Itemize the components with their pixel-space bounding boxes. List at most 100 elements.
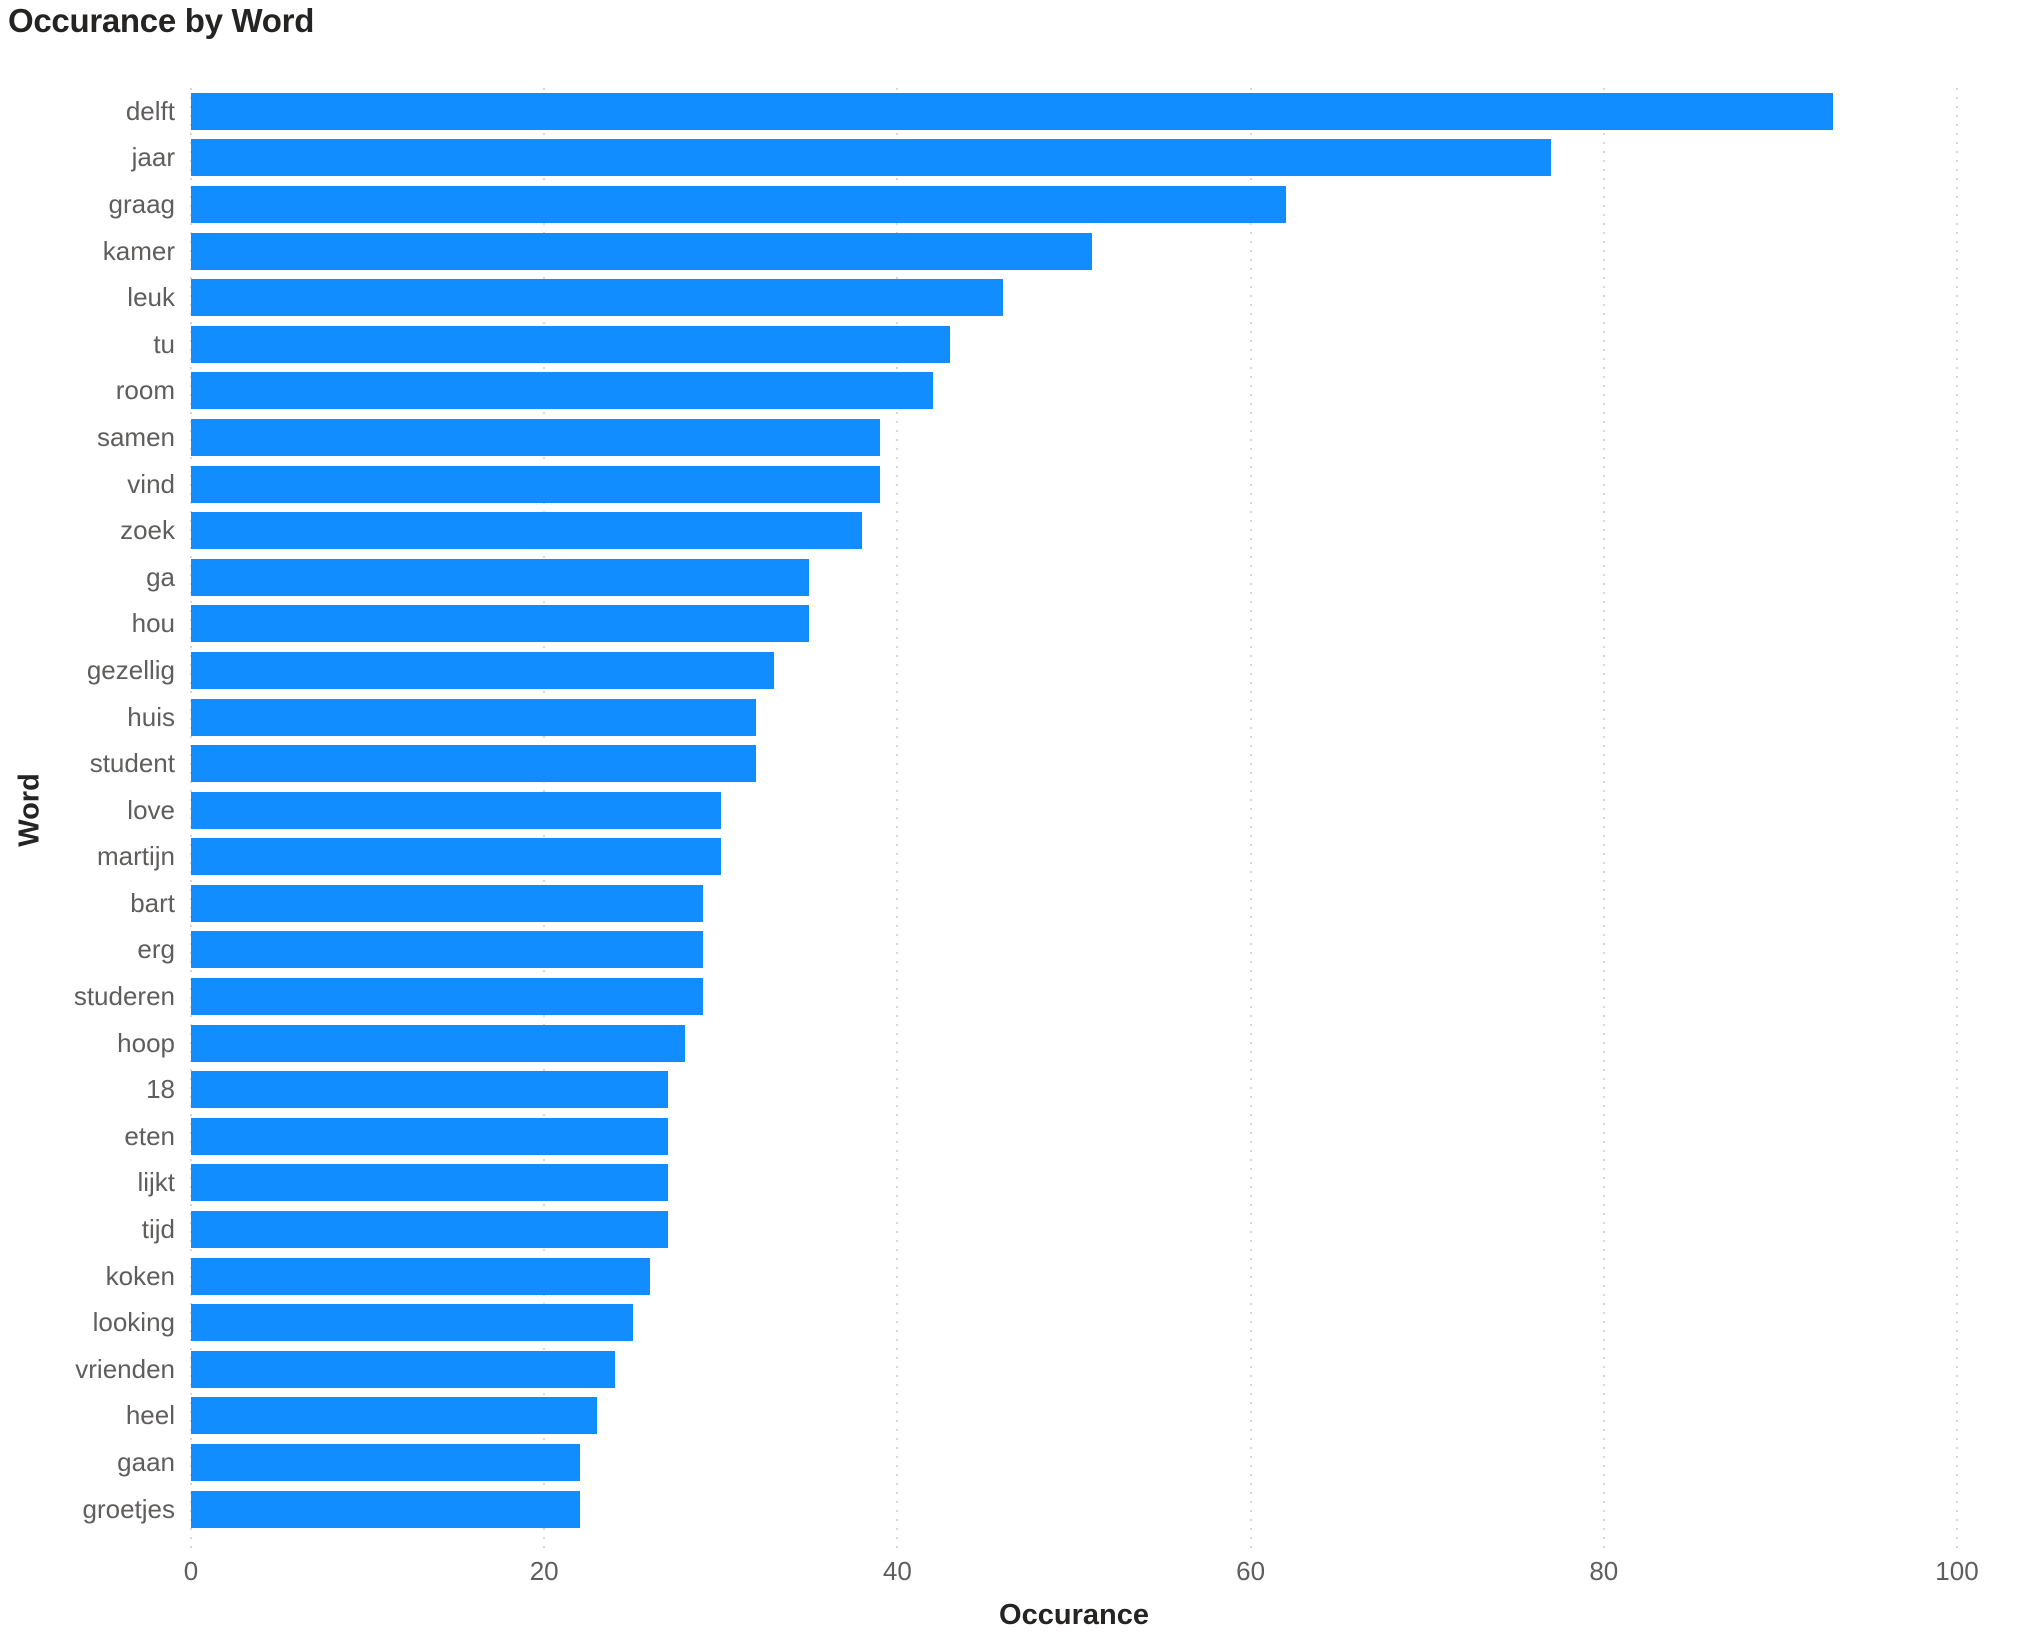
bars-container <box>191 88 1957 1533</box>
bar-row-vind <box>191 461 1957 508</box>
bar-row-delft <box>191 88 1957 135</box>
bar-lijkt[interactable] <box>191 1164 668 1202</box>
bar-row-koken <box>191 1253 1957 1300</box>
category-label-looking: looking <box>92 1307 175 1338</box>
bar-row-groetjes <box>191 1486 1957 1533</box>
bar-martijn[interactable] <box>191 838 721 876</box>
bar-row-hou <box>191 601 1957 648</box>
bar-heel[interactable] <box>191 1397 598 1435</box>
bar-kamer[interactable] <box>191 232 1092 270</box>
bar-ga[interactable] <box>191 558 810 596</box>
category-label-lijkt: lijkt <box>137 1167 175 1198</box>
category-label-heel: heel <box>125 1400 175 1431</box>
category-label-room: room <box>115 375 175 406</box>
bar-row-huis <box>191 694 1957 741</box>
bar-row-lijkt <box>191 1160 1957 1207</box>
bar-row-martijn <box>191 834 1957 881</box>
category-label-hou: hou <box>131 608 175 639</box>
category-label-koken: koken <box>105 1260 175 1291</box>
bar-samen[interactable] <box>191 418 880 456</box>
category-label-martijn: martijn <box>96 841 175 872</box>
plot-area <box>190 88 1958 1550</box>
category-label-18: 18 <box>146 1074 175 1105</box>
x-tick-label-80: 80 <box>1589 1556 1619 1586</box>
bar-row-tijd <box>191 1206 1957 1253</box>
category-label-tu: tu <box>153 328 175 359</box>
bar-student[interactable] <box>191 745 757 783</box>
bar-tijd[interactable] <box>191 1211 668 1249</box>
category-label-eten: eten <box>124 1120 175 1151</box>
bar-row-graag <box>191 181 1957 228</box>
bar-zoek[interactable] <box>191 512 863 550</box>
bar-row-jaar <box>191 135 1957 182</box>
bar-row-gaan <box>191 1439 1957 1486</box>
category-label-ga: ga <box>146 561 175 592</box>
gridline-60 <box>1249 88 1252 1550</box>
bar-row-erg <box>191 927 1957 974</box>
x-tick-label-60: 60 <box>1236 1556 1266 1586</box>
bar-row-student <box>191 740 1957 787</box>
gridline-40 <box>896 88 899 1550</box>
bar-leuk[interactable] <box>191 279 1004 317</box>
bar-room[interactable] <box>191 372 933 410</box>
category-label-huis: huis <box>127 701 175 732</box>
category-label-samen: samen <box>96 421 175 452</box>
bar-jaar[interactable] <box>191 139 1551 177</box>
bar-koken[interactable] <box>191 1257 651 1295</box>
bar-row-looking <box>191 1299 1957 1346</box>
bar-hou[interactable] <box>191 605 810 643</box>
category-label-groetjes: groetjes <box>82 1493 176 1524</box>
bar-graag[interactable] <box>191 185 1286 223</box>
bar-row-vrienden <box>191 1346 1957 1393</box>
category-label-tijd: tijd <box>141 1214 175 1245</box>
bar-row-studeren <box>191 973 1957 1020</box>
bar-vrienden[interactable] <box>191 1350 615 1388</box>
bar-gezellig[interactable] <box>191 651 774 689</box>
bar-hoop[interactable] <box>191 1024 686 1062</box>
y-axis-category-labels: delft jaar graag kamer leuk tu room samen vind zo… <box>0 88 175 1532</box>
bar-huis[interactable] <box>191 698 757 736</box>
bar-love[interactable] <box>191 791 721 829</box>
x-tick-label-100: 100 <box>1935 1556 1979 1586</box>
bar-row-samen <box>191 414 1957 461</box>
x-axis-title: Occurance <box>999 1599 1149 1631</box>
category-label-erg: erg <box>137 934 175 965</box>
bar-row-leuk <box>191 274 1957 321</box>
chart-title: Occurance by Word <box>8 2 315 39</box>
bar-gaan[interactable] <box>191 1444 580 1482</box>
bar-row-eten <box>191 1113 1957 1160</box>
category-label-zoek: zoek <box>120 515 175 546</box>
gridline-100 <box>1956 88 1958 1550</box>
category-label-gaan: gaan <box>117 1447 175 1478</box>
bar-bart[interactable] <box>191 884 704 922</box>
bar-row-hoop <box>191 1020 1957 1067</box>
bar-delft[interactable] <box>191 92 1834 130</box>
bar-row-room <box>191 368 1957 415</box>
bar-tu[interactable] <box>191 325 951 363</box>
bar-row-gezellig <box>191 647 1957 694</box>
x-tick-label-40: 40 <box>882 1556 912 1586</box>
category-label-gezellig: gezellig <box>86 654 175 685</box>
bar-18[interactable] <box>191 1071 668 1109</box>
category-label-love: love <box>127 794 175 825</box>
category-label-graag: graag <box>108 188 176 219</box>
bar-row-18 <box>191 1066 1957 1113</box>
bar-erg[interactable] <box>191 931 704 969</box>
bar-vind[interactable] <box>191 465 880 503</box>
bar-row-ga <box>191 554 1957 601</box>
bar-eten[interactable] <box>191 1117 668 1155</box>
gridline-80 <box>1602 88 1605 1550</box>
bar-groetjes[interactable] <box>191 1490 580 1528</box>
bar-looking[interactable] <box>191 1304 633 1342</box>
bar-studeren[interactable] <box>191 978 704 1016</box>
bar-row-zoek <box>191 507 1957 554</box>
category-label-kamer: kamer <box>102 235 175 266</box>
category-label-leuk: leuk <box>127 282 175 313</box>
bar-row-love <box>191 787 1957 834</box>
bar-row-kamer <box>191 228 1957 275</box>
category-label-hoop: hoop <box>117 1027 175 1058</box>
category-label-studeren: studeren <box>73 981 175 1012</box>
x-tick-label-0: 0 <box>183 1556 199 1586</box>
x-tick-label-20: 20 <box>529 1556 559 1586</box>
